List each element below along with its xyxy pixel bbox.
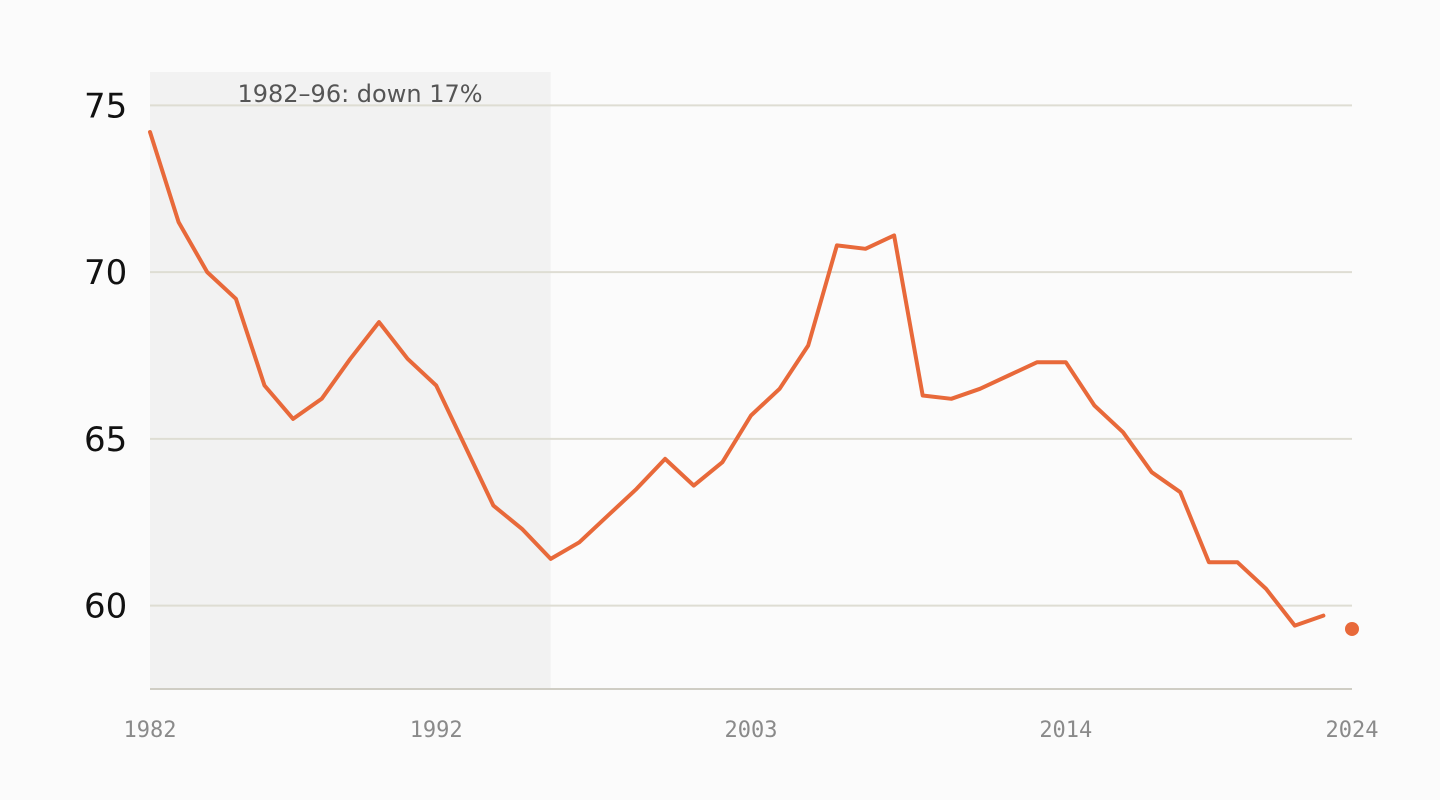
point-1997 bbox=[577, 540, 582, 545]
x-tick-label-2024: 2024 bbox=[1326, 718, 1379, 743]
point-2013 bbox=[1035, 360, 1040, 365]
y-axis-ticks: 60 65 70 75 bbox=[84, 86, 127, 626]
x-axis-ticks: 1982 1992 2003 2014 2024 bbox=[124, 718, 1379, 743]
point-1991 bbox=[405, 356, 410, 361]
point-1988 bbox=[319, 396, 324, 401]
point-2014 bbox=[1063, 360, 1068, 365]
y-tick-label-60: 60 bbox=[84, 587, 127, 627]
gridlines bbox=[150, 104, 1352, 607]
point-1989 bbox=[348, 356, 353, 361]
point-2022 bbox=[1292, 623, 1297, 628]
last-point-marker bbox=[1345, 621, 1359, 636]
point-1995 bbox=[520, 526, 525, 531]
point-2008 bbox=[892, 233, 897, 238]
point-2015 bbox=[1092, 403, 1097, 408]
point-2003 bbox=[749, 413, 754, 418]
point-2006 bbox=[834, 243, 839, 248]
point-2017 bbox=[1149, 470, 1154, 475]
point-2004 bbox=[777, 386, 782, 391]
point-2009 bbox=[920, 393, 925, 398]
y-tick-label-75: 75 bbox=[84, 86, 127, 126]
series-line bbox=[148, 130, 1326, 628]
point-2002 bbox=[720, 460, 725, 465]
point-2016 bbox=[1121, 430, 1126, 435]
point-1984 bbox=[205, 270, 210, 275]
point-1996 bbox=[548, 556, 553, 561]
point-2018 bbox=[1178, 490, 1183, 495]
shaded-period-annotation: 1982–96: down 17% bbox=[237, 80, 482, 108]
point-1985 bbox=[233, 296, 238, 301]
x-tick-label-2014: 2014 bbox=[1039, 718, 1092, 743]
x-tick-label-2003: 2003 bbox=[725, 718, 778, 743]
point-2020 bbox=[1235, 560, 1240, 565]
point-2012 bbox=[1006, 373, 1011, 378]
x-tick-label-1992: 1992 bbox=[410, 718, 463, 743]
y-tick-label-65: 65 bbox=[84, 420, 127, 460]
x-tick-label-1982: 1982 bbox=[124, 718, 177, 743]
shaded-period-1982-1996 bbox=[150, 72, 551, 689]
point-2019 bbox=[1206, 560, 1211, 565]
point-1982 bbox=[148, 130, 153, 135]
point-1999 bbox=[634, 486, 639, 491]
point-1994 bbox=[491, 503, 496, 508]
point-2023 bbox=[1321, 613, 1326, 618]
point-2010 bbox=[949, 396, 954, 401]
point-2001 bbox=[691, 483, 696, 488]
point-1992 bbox=[434, 383, 439, 388]
point-2000 bbox=[663, 456, 668, 461]
point-1986 bbox=[262, 383, 267, 388]
point-2021 bbox=[1264, 586, 1269, 591]
point-1990 bbox=[376, 320, 381, 325]
point-2005 bbox=[806, 343, 811, 348]
point-2007 bbox=[863, 246, 868, 251]
point-1998 bbox=[605, 513, 610, 518]
point-1987 bbox=[291, 416, 296, 421]
point-1993 bbox=[462, 443, 467, 448]
point-2011 bbox=[977, 386, 982, 391]
point-1983 bbox=[176, 220, 181, 225]
y-tick-label-70: 70 bbox=[84, 253, 127, 293]
